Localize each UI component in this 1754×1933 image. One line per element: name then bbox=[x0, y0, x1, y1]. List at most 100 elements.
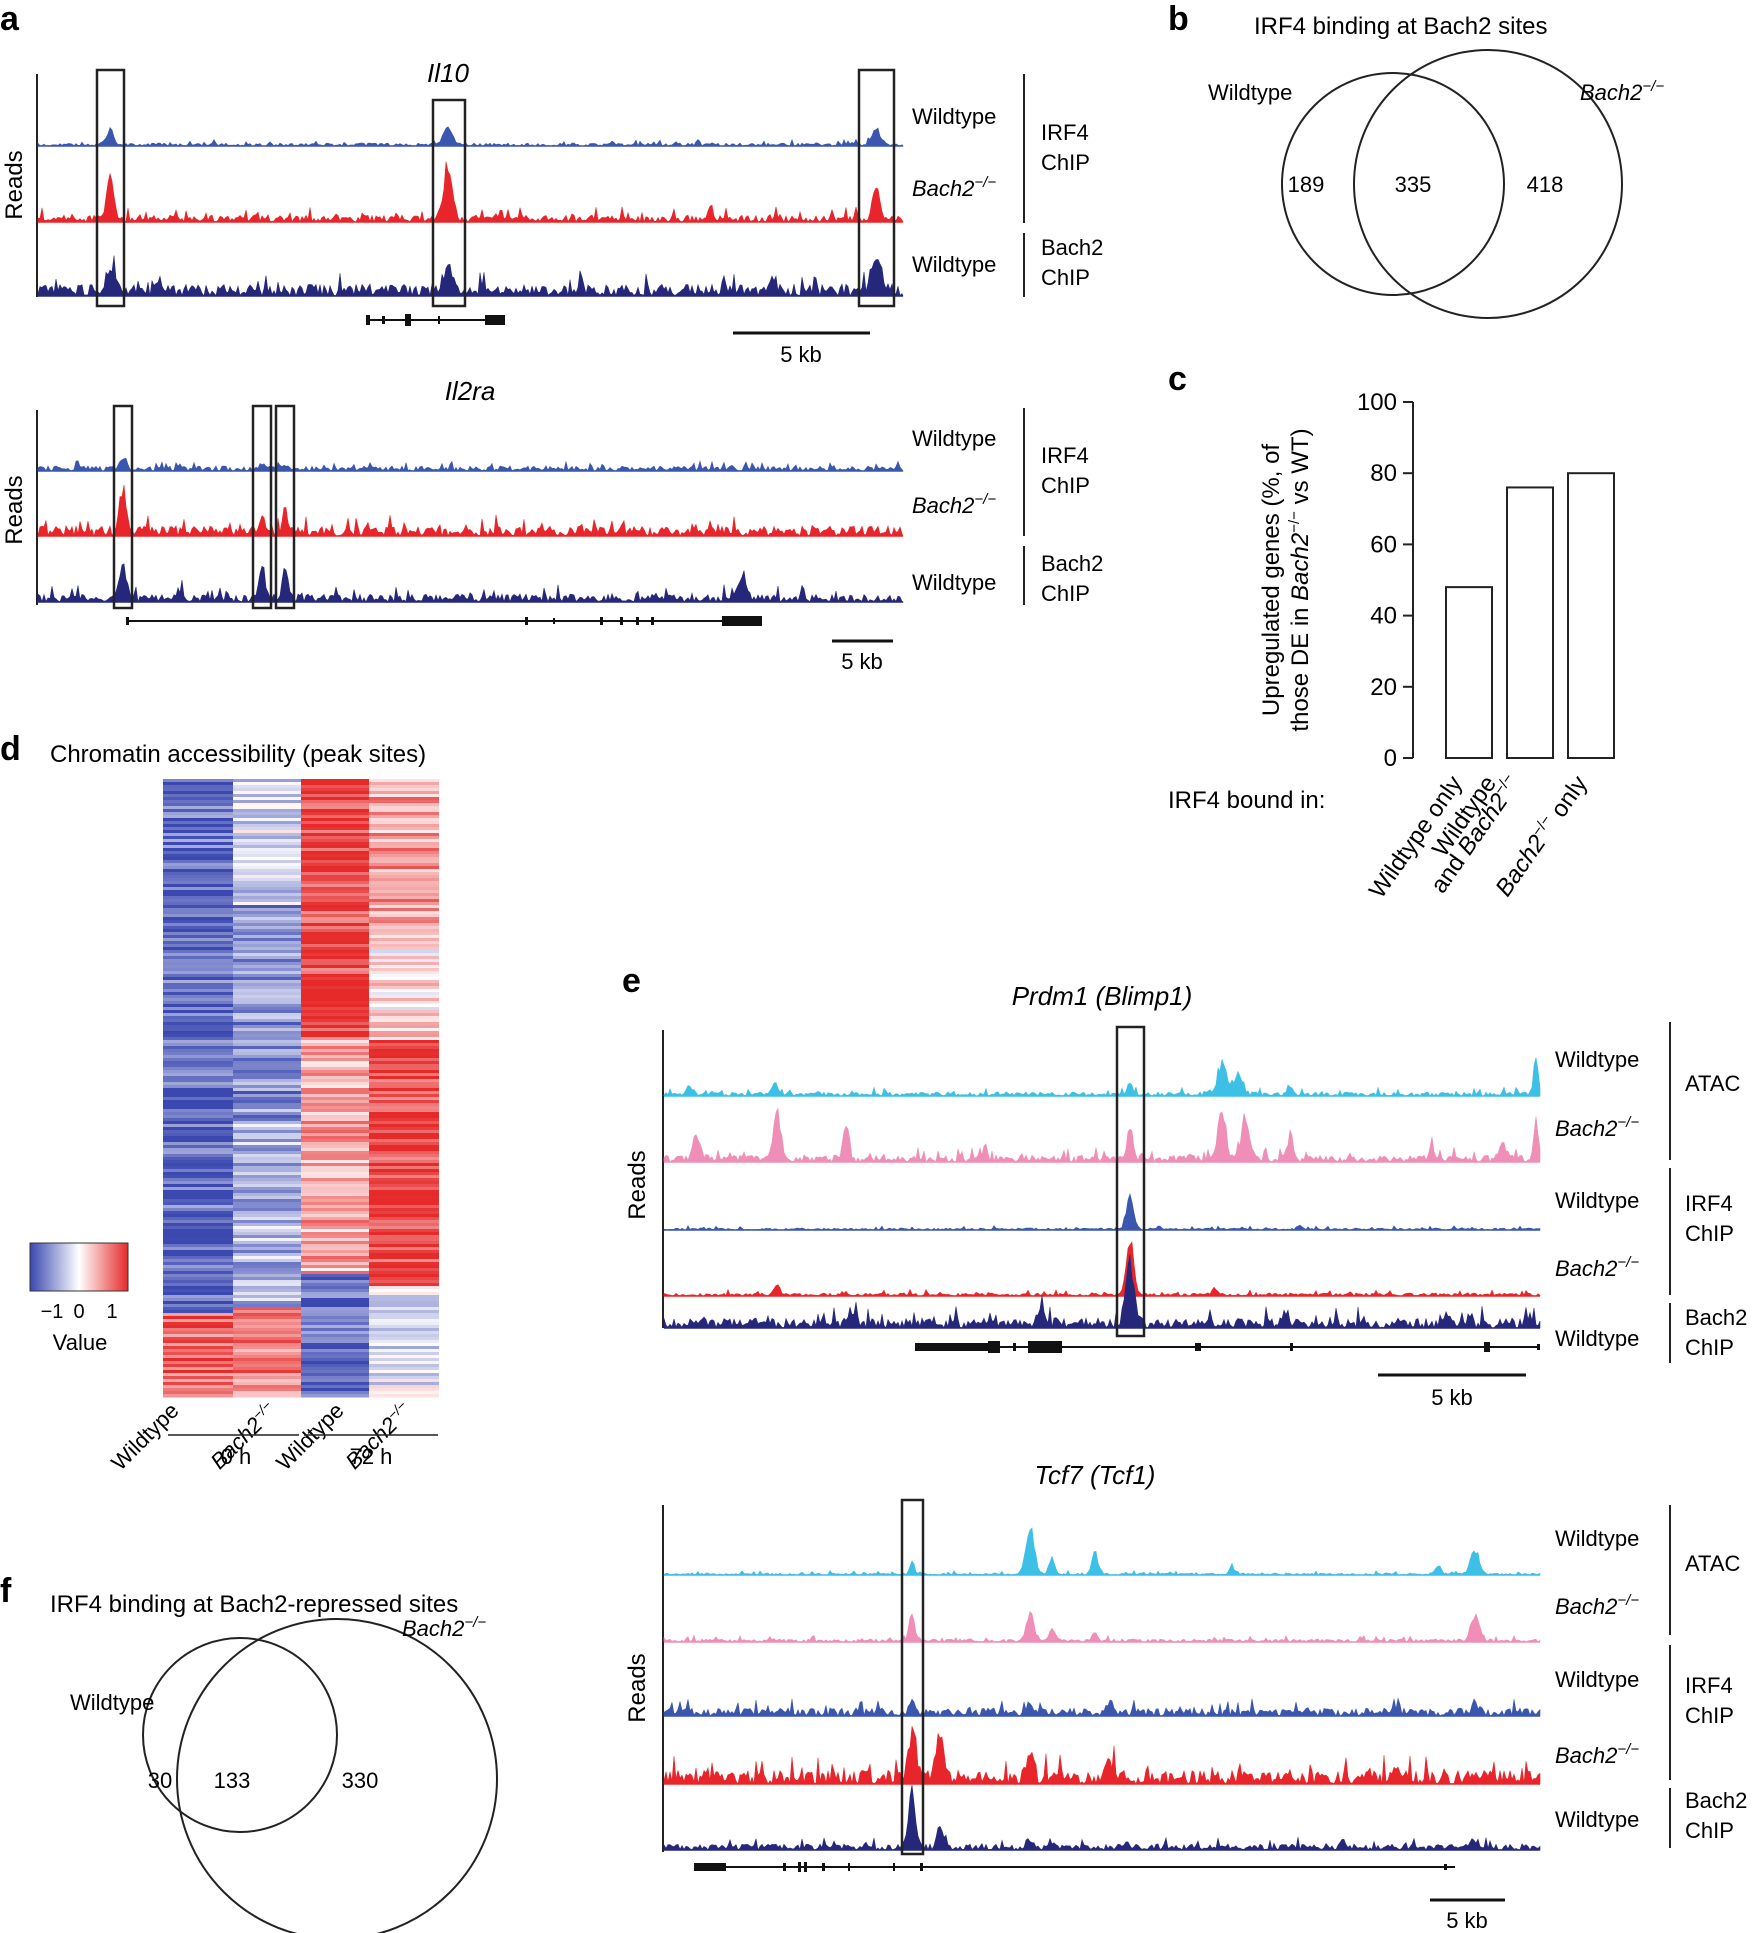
heatmap-cell bbox=[233, 986, 301, 990]
heatmap-cell bbox=[369, 956, 439, 960]
heatmap-cell bbox=[163, 1091, 233, 1095]
heatmap-cell bbox=[163, 782, 233, 786]
heatmap-cell bbox=[233, 1319, 301, 1323]
venn-circle-bach2-ko bbox=[176, 1618, 498, 1933]
heatmap-cell bbox=[233, 1217, 301, 1221]
heatmap-cell bbox=[369, 1274, 439, 1278]
heatmap-cell bbox=[369, 989, 439, 993]
time-label-0h: 0 h bbox=[221, 1444, 252, 1469]
heatmap-cell bbox=[301, 890, 369, 894]
heatmap-cell bbox=[233, 1085, 301, 1089]
heatmap-cell bbox=[369, 1010, 439, 1014]
heatmap-cell bbox=[369, 1211, 439, 1215]
track-atac-ko bbox=[663, 1611, 1541, 1643]
heatmap-cell bbox=[163, 818, 233, 822]
heatmap-cell bbox=[163, 1238, 233, 1242]
heatmap-cell bbox=[369, 1256, 439, 1260]
chip-label-irf4: IRF4 bbox=[1041, 443, 1089, 468]
c-ylabel-line1: Upregulated genes (%, of bbox=[1258, 444, 1285, 717]
heatmap-cell bbox=[301, 953, 369, 957]
heatmap-cell bbox=[301, 1166, 369, 1170]
heatmap-cell bbox=[233, 1130, 301, 1134]
track-label-bach2-ko: Bach2−/− bbox=[1555, 1741, 1639, 1768]
heatmap-cell bbox=[163, 1064, 233, 1068]
heatmap-cell bbox=[233, 1367, 301, 1371]
heatmap-cell bbox=[369, 1169, 439, 1173]
heatmap-cell bbox=[301, 998, 369, 1002]
heatmap-cell bbox=[233, 980, 301, 984]
heatmap-cell bbox=[301, 1136, 369, 1140]
c-ylabel-line2: those DE in Bach2−/− vs WT) bbox=[1286, 428, 1314, 731]
heatmap-cell bbox=[301, 815, 369, 819]
coverage bbox=[37, 457, 904, 472]
heatmap-cell bbox=[369, 866, 439, 870]
reads-label-e2: Reads bbox=[624, 1653, 651, 1722]
heatmap-cell bbox=[301, 1184, 369, 1188]
gene-model-il2ra bbox=[126, 616, 762, 626]
heatmap-cell bbox=[233, 1139, 301, 1143]
heatmap-cell bbox=[163, 1259, 233, 1263]
heatmap-cell bbox=[163, 1196, 233, 1200]
heatmap-cell bbox=[301, 1340, 369, 1344]
heatmap-cell bbox=[301, 1394, 369, 1398]
heatmap-cell bbox=[369, 1265, 439, 1269]
heatmap-cell bbox=[369, 1001, 439, 1005]
heatmap-cell bbox=[163, 917, 233, 921]
heatmap-cell bbox=[369, 1217, 439, 1221]
heatmap-cell bbox=[233, 1376, 301, 1380]
heatmap-title: Chromatin accessibility (peak sites) bbox=[50, 741, 426, 768]
heatmap-cell bbox=[301, 1043, 369, 1047]
heatmap-cell bbox=[369, 878, 439, 882]
heatmap-cell bbox=[369, 1175, 439, 1179]
venn-count-ko-only: 418 bbox=[1527, 172, 1564, 197]
heatmap-cell bbox=[369, 1163, 439, 1167]
heatmap-cell bbox=[233, 1310, 301, 1314]
il2ra-tracks bbox=[37, 457, 905, 603]
heatmap-cell bbox=[163, 827, 233, 831]
heatmap-cell bbox=[301, 1070, 369, 1074]
heatmap-cell bbox=[163, 1037, 233, 1041]
heatmap-cell bbox=[301, 1232, 369, 1236]
heatmap-cell bbox=[233, 1295, 301, 1299]
highlight-box bbox=[274, 404, 296, 610]
heatmap-cell bbox=[301, 1382, 369, 1386]
heatmap-cell bbox=[369, 1259, 439, 1263]
heatmap-cell bbox=[233, 1157, 301, 1161]
heatmap-cell bbox=[233, 1391, 301, 1395]
heatmap-cell bbox=[301, 1217, 369, 1221]
heatmap-cell bbox=[369, 1088, 439, 1092]
heatmap-cell bbox=[163, 1271, 233, 1275]
heatmap-cell bbox=[369, 950, 439, 954]
heatmap-cell bbox=[301, 965, 369, 969]
heatmap-cell bbox=[233, 1097, 301, 1101]
heatmap-cell bbox=[163, 965, 233, 969]
heatmap-cell bbox=[163, 803, 233, 807]
heatmap-cell bbox=[301, 1082, 369, 1086]
heatmap-cell bbox=[301, 809, 369, 813]
heatmap-cell bbox=[369, 1037, 439, 1041]
heatmap-cell bbox=[163, 956, 233, 960]
heatmap-cell bbox=[369, 1253, 439, 1257]
heatmap-cell bbox=[301, 932, 369, 936]
highlight-box bbox=[900, 1498, 925, 1856]
heatmap-cell bbox=[301, 1085, 369, 1089]
heatmap-cell bbox=[163, 962, 233, 966]
heatmap-cell bbox=[369, 1118, 439, 1122]
heatmap-cell bbox=[301, 1088, 369, 1092]
heatmap-cell bbox=[369, 1070, 439, 1074]
heatmap-cell bbox=[163, 1382, 233, 1386]
heatmap-cell bbox=[301, 908, 369, 912]
heatmap-cell bbox=[163, 1199, 233, 1203]
heatmap-cell bbox=[233, 1283, 301, 1287]
heatmap-cell bbox=[369, 1133, 439, 1137]
heatmap-cell bbox=[369, 896, 439, 900]
heatmap-cell bbox=[301, 1346, 369, 1350]
heatmap-cell bbox=[233, 1223, 301, 1227]
heatmap-cell bbox=[163, 836, 233, 840]
heatmap-cell bbox=[369, 1043, 439, 1047]
heatmap-cell bbox=[301, 797, 369, 801]
heatmap-cell bbox=[301, 1046, 369, 1050]
panel-label-c: c bbox=[1168, 360, 1187, 398]
heatmap-cell bbox=[369, 872, 439, 876]
track-label-wildtype: Wildtype bbox=[1555, 1667, 1639, 1692]
